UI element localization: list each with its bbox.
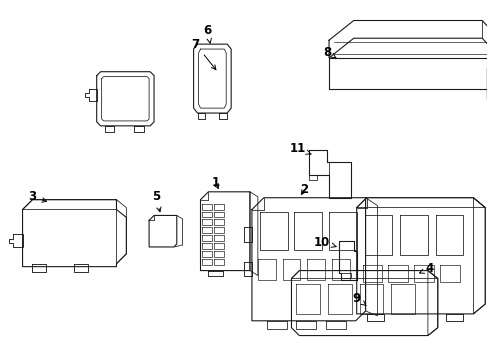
Text: 11: 11 [289,142,311,155]
Text: 9: 9 [353,292,366,306]
Text: 8: 8 [323,45,336,59]
Text: 7: 7 [192,38,216,69]
Text: 4: 4 [419,262,434,275]
Text: 2: 2 [300,183,308,196]
Text: 1: 1 [211,176,220,189]
Text: 5: 5 [152,190,161,212]
Text: 3: 3 [28,190,47,203]
Text: 6: 6 [203,24,212,43]
Text: 10: 10 [314,235,336,248]
